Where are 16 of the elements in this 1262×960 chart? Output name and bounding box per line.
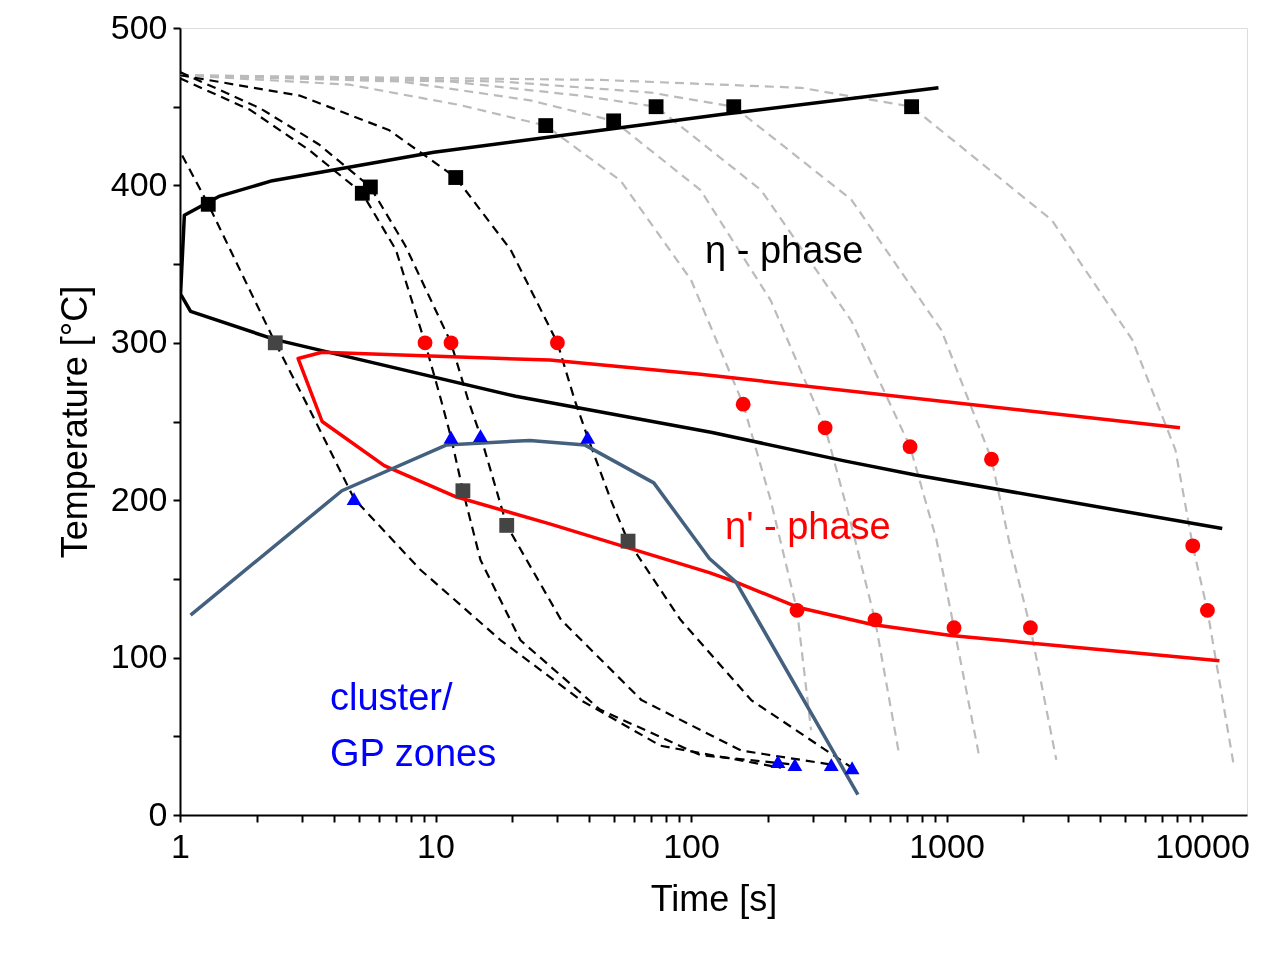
y-tick-label: 400 <box>110 164 168 203</box>
x-tick-label: 10000 <box>1155 826 1250 865</box>
y-tick-label: 200 <box>110 479 168 518</box>
annotation: cluster/ GP zones <box>330 676 497 774</box>
x-tick-label: 1000 <box>909 826 985 865</box>
x-tick-label: 1 <box>171 826 190 865</box>
x-tick-label: 10 <box>417 826 455 865</box>
annotation: η - phase <box>705 229 864 271</box>
x-axis-title: Time [s] <box>650 877 778 919</box>
y-tick-label: 0 <box>148 794 168 833</box>
x-tick-label: 100 <box>663 826 720 865</box>
annotation: η' - phase <box>725 505 891 547</box>
y-tick-label: 500 <box>110 7 168 46</box>
y-tick-label: 300 <box>110 322 168 361</box>
y-axis-title: Temperature [°C] <box>53 285 95 559</box>
y-tick-label: 100 <box>110 637 168 676</box>
